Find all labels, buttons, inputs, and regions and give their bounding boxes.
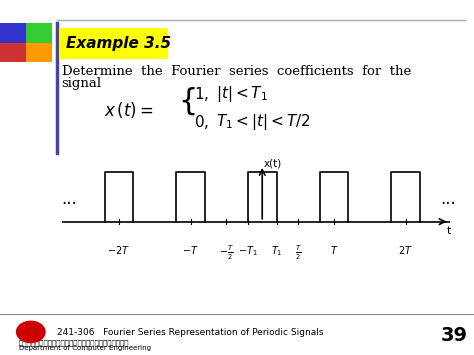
Text: Determine  the  Fourier  series  coefficients  for  the: Determine the Fourier series coefficient…	[62, 65, 411, 77]
Text: x(t): x(t)	[264, 158, 283, 169]
Text: $0,$: $0,$	[194, 114, 210, 131]
Text: signal: signal	[62, 77, 102, 90]
Text: 39: 39	[441, 326, 468, 345]
Text: $T_1<|t|<T/2$: $T_1<|t|<T/2$	[216, 113, 310, 132]
Text: t: t	[447, 226, 451, 236]
Text: 241-306   Fourier Series Representation of Periodic Signals: 241-306 Fourier Series Representation of…	[57, 328, 323, 338]
Text: ...: ...	[61, 190, 77, 208]
Text: $\{$: $\{$	[178, 85, 195, 117]
Text: Example 3.5: Example 3.5	[66, 36, 172, 50]
Text: ...: ...	[441, 190, 456, 208]
Text: $x\,(t)=$: $x\,(t)=$	[104, 100, 154, 120]
Text: Department of Computer Engineering: Department of Computer Engineering	[19, 345, 151, 351]
Text: $|t|<T_1$: $|t|<T_1$	[216, 84, 268, 104]
Text: ภาควิชาวิศวกรรมคอมพิวเตอร์: ภาควิชาวิศวกรรมคอมพิวเตอร์	[19, 339, 129, 346]
Text: $1,$: $1,$	[194, 85, 210, 103]
